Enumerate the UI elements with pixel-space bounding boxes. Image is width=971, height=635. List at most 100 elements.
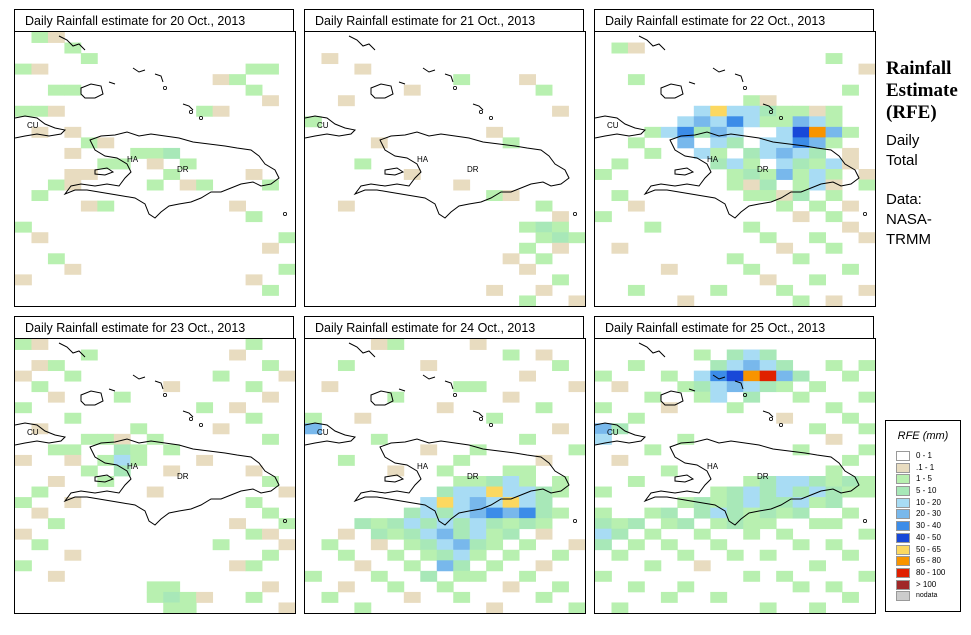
rainfall-cell <box>146 591 164 603</box>
rainfall-cell <box>519 518 536 530</box>
rainfall-cell <box>436 497 454 509</box>
rainfall-cell <box>469 497 487 509</box>
rainfall-cell <box>710 137 728 149</box>
rainfall-cell <box>31 232 49 244</box>
rainfall-cell <box>469 381 487 393</box>
rainfall-cell <box>644 507 662 519</box>
rainfall-cell <box>726 126 744 138</box>
rainfall-cell <box>453 570 471 582</box>
rainfall-cell <box>858 486 875 498</box>
rainfall-cell <box>726 370 744 382</box>
rainfall-cell <box>858 391 875 403</box>
rainfall-cell <box>611 423 629 435</box>
rainfall-cell <box>403 560 421 572</box>
island-marker <box>572 211 577 216</box>
rainfall-cell <box>47 253 65 265</box>
legend-title: RFE (mm) <box>897 430 949 442</box>
rainfall-cell <box>842 591 859 603</box>
rainfall-cell <box>693 105 711 117</box>
rainfall-cell <box>420 528 438 540</box>
rainfall-cell <box>644 391 662 403</box>
rainfall-cell <box>858 570 875 582</box>
rainfall-cell <box>743 263 761 275</box>
island-marker <box>162 393 167 398</box>
rainfall-cell <box>568 444 585 456</box>
rainfall-cell <box>262 507 279 519</box>
panel-title: Daily Rainfall estimate for 20 Oct., 201… <box>14 9 294 32</box>
rainfall-cell <box>31 63 49 75</box>
rainfall-cell <box>469 507 487 519</box>
rainfall-cell <box>535 253 553 265</box>
country-label: HA <box>127 462 139 471</box>
rainfall-cell <box>759 274 777 286</box>
rainfall-cell <box>627 518 645 530</box>
rainfall-cell <box>595 370 612 382</box>
rainfall-cell <box>792 147 810 159</box>
rainfall-cell <box>502 253 520 265</box>
rainfall-cell <box>776 169 794 180</box>
legend-label: 30 - 40 <box>916 521 941 531</box>
rainfall-cell <box>337 549 355 561</box>
rainfall-cell <box>743 476 761 487</box>
rainfall-cell <box>453 539 471 551</box>
rainfall-cell <box>47 444 65 456</box>
rainfall-cell <box>825 433 843 445</box>
rainfall-cell <box>321 381 339 393</box>
rainfall-cell <box>842 454 859 466</box>
rainfall-cell <box>262 242 279 254</box>
rainfall-cell <box>113 158 131 170</box>
rainfall-cell <box>644 221 662 233</box>
rainfall-cell <box>47 570 65 582</box>
rainfall-cell <box>64 84 82 96</box>
island-marker <box>778 423 783 428</box>
rainfall-cell <box>453 518 471 530</box>
rainfall-cell <box>245 497 263 509</box>
rainfall-cell <box>403 528 421 540</box>
legend-swatch <box>896 474 910 485</box>
country-label: DR <box>757 165 769 174</box>
rainfall-cell <box>278 518 295 530</box>
island-marker <box>282 211 287 216</box>
rainfall-cell <box>486 476 504 487</box>
rainfall-cell <box>552 274 569 286</box>
rainfall-cell <box>370 339 388 350</box>
rainfall-cell <box>792 539 810 551</box>
rainfall-cell <box>486 412 504 424</box>
rainfall-cell <box>644 126 662 138</box>
rainfall-cell <box>759 349 777 361</box>
rainfall-cell <box>453 381 471 393</box>
rainfall-cell <box>163 465 181 477</box>
rainfall-cell <box>660 402 678 414</box>
rainfall-cell <box>743 116 761 128</box>
rainfall-cell <box>163 591 181 603</box>
rainfall-cell <box>64 549 82 561</box>
rainfall-cell <box>64 454 82 466</box>
rainfall-cell <box>660 465 678 477</box>
rainfall-cell <box>825 539 843 551</box>
rainfall-cell <box>502 190 520 202</box>
coastline <box>444 73 454 83</box>
rainfall-cell <box>163 147 181 159</box>
rainfall-cell <box>420 507 438 519</box>
rainfall-cell <box>80 200 98 212</box>
rainfall-cell <box>97 200 115 212</box>
rainfall-cell <box>726 518 744 530</box>
rainfall-cell <box>502 549 520 561</box>
coastline <box>398 81 406 85</box>
rainfall-cell <box>502 507 520 519</box>
rainfall-cell <box>15 105 32 117</box>
rainfall-cell <box>31 539 49 551</box>
rainfall-cell <box>453 74 471 86</box>
rainfall-cell <box>519 74 536 86</box>
rainfall-cell <box>759 179 777 191</box>
rainfall-cell <box>31 507 49 519</box>
rainfall-cell <box>80 169 98 180</box>
rainfall-cell <box>677 137 695 149</box>
rainfall-cell <box>776 116 794 128</box>
rainfall-cell <box>710 391 728 403</box>
rainfall-cell <box>262 528 279 540</box>
rainfall-cell <box>262 476 279 487</box>
rainfall-cell <box>245 465 263 477</box>
rainfall-cell <box>677 381 695 393</box>
rainfall-cell <box>486 486 504 498</box>
